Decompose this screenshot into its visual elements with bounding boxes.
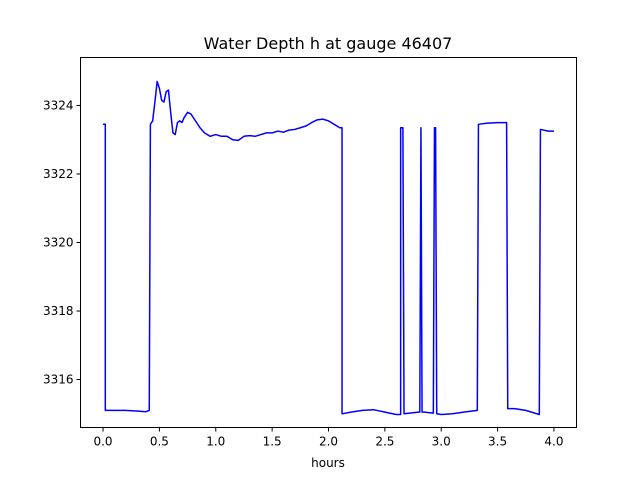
x-tick-label: 4.0 bbox=[544, 435, 563, 449]
chart-background bbox=[0, 0, 640, 480]
x-tick-label: 1.5 bbox=[263, 435, 282, 449]
x-tick-label: 1.0 bbox=[206, 435, 225, 449]
y-tick-label: 3316 bbox=[43, 373, 74, 387]
x-tick-label: 0.0 bbox=[93, 435, 112, 449]
x-tick-label: 3.0 bbox=[432, 435, 451, 449]
x-tick-label: 2.0 bbox=[319, 435, 338, 449]
x-tick-label: 2.5 bbox=[375, 435, 394, 449]
x-tick-label: 0.5 bbox=[150, 435, 169, 449]
chart-title: Water Depth h at gauge 46407 bbox=[204, 34, 453, 53]
chart: Water Depth h at gauge 46407 0.0 0.5 1.0 1.… bbox=[0, 0, 640, 480]
x-tick-label: 3.5 bbox=[488, 435, 507, 449]
y-tick-label: 3322 bbox=[43, 167, 74, 181]
y-tick-label: 3324 bbox=[43, 98, 74, 112]
x-axis-label: hours bbox=[311, 456, 345, 470]
y-tick-label: 3320 bbox=[43, 236, 74, 250]
y-tick-label: 3318 bbox=[43, 304, 74, 318]
